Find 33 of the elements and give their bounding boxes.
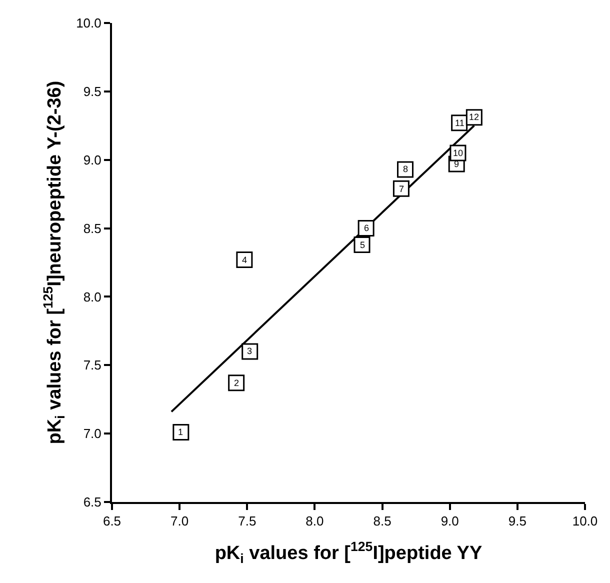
annotation: 2	[234, 378, 240, 388]
annotation: 10	[453, 148, 464, 158]
point	[392, 180, 410, 197]
x-tick-label: 6.5	[102, 514, 122, 529]
y-tick-label: 7.0	[83, 426, 102, 442]
point	[172, 424, 190, 440]
x-tick-label: 9.5	[508, 514, 526, 529]
x-tick-label: 7.5	[238, 514, 256, 529]
annotation: 6	[364, 223, 370, 233]
y-tick-label: 7.5	[83, 358, 102, 373]
annotation: 12	[469, 112, 480, 122]
point	[358, 220, 374, 237]
y-tick-label: 6.5	[83, 494, 102, 510]
x-tick-label: 10.0	[572, 514, 598, 529]
y-tick-label: 8.5	[83, 220, 102, 236]
x-tick-label: 8.5	[373, 514, 392, 529]
x-tick-label: 7.0	[170, 514, 189, 529]
annotation: 11	[455, 118, 464, 128]
annotation: 9	[454, 159, 460, 169]
annotation: 8	[403, 164, 408, 174]
annotation: 7	[399, 184, 404, 194]
x-tick-label: 8.0	[306, 514, 324, 529]
y-tick-label: 9.0	[83, 152, 102, 168]
annotation: 1	[178, 427, 184, 437]
x-tick-label: 9.0	[440, 514, 459, 529]
y-tick-label: 10.0	[76, 16, 102, 31]
annotation: 5	[360, 240, 366, 250]
y-tick-label: 9.5	[83, 84, 102, 99]
annotation: 4	[242, 255, 248, 265]
point	[228, 374, 245, 392]
annotation: 3	[247, 346, 252, 356]
y-tick-label: 8.0	[83, 289, 102, 304]
x-axis-title: pK$_{i}$ values for [$^{125}$I]peptide YY	[214, 538, 482, 566]
